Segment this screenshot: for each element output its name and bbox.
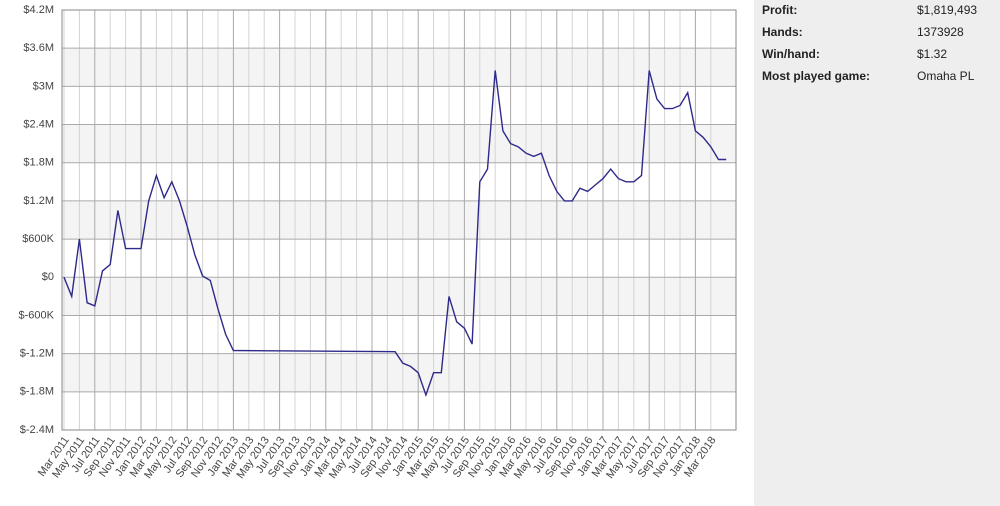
stat-value: $1.32 (917, 47, 948, 61)
y-tick-label: $1.2M (23, 195, 54, 207)
stats-panel: Profit: $1,819,493 Hands: 1373928 Win/hand: $… (754, 0, 1000, 506)
stat-value: Omaha PL (917, 69, 975, 83)
y-tick-label: $600K (22, 233, 54, 245)
stat-value: $1,819,493 (917, 3, 978, 17)
y-tick-label: $-600K (19, 309, 55, 321)
stat-label: Most played game: (762, 69, 871, 83)
y-tick-label: $-1.8M (20, 386, 54, 398)
y-tick-label: $4.2M (23, 4, 54, 16)
grid-band (62, 124, 736, 163)
grid-band (62, 48, 736, 87)
grid-band (62, 277, 736, 316)
plot-border (61, 9, 737, 431)
y-tick-label: $2.4M (23, 118, 54, 130)
y-tick-label: $0 (42, 271, 54, 283)
grid-band (62, 353, 736, 392)
stat-label: Hands: (762, 25, 803, 39)
y-tick-label: $-1.2M (20, 348, 54, 360)
y-tick-label: $3M (33, 80, 54, 92)
y-tick-label: $3.6M (23, 42, 54, 54)
stat-value: 1373928 (917, 25, 964, 39)
y-tick-label: $-2.4M (20, 424, 54, 436)
y-tick-label: $1.8M (23, 157, 54, 169)
stat-label: Profit: (762, 3, 798, 17)
stat-label: Win/hand: (762, 47, 820, 61)
profit-line (63, 70, 727, 398)
grid-band (62, 200, 736, 240)
